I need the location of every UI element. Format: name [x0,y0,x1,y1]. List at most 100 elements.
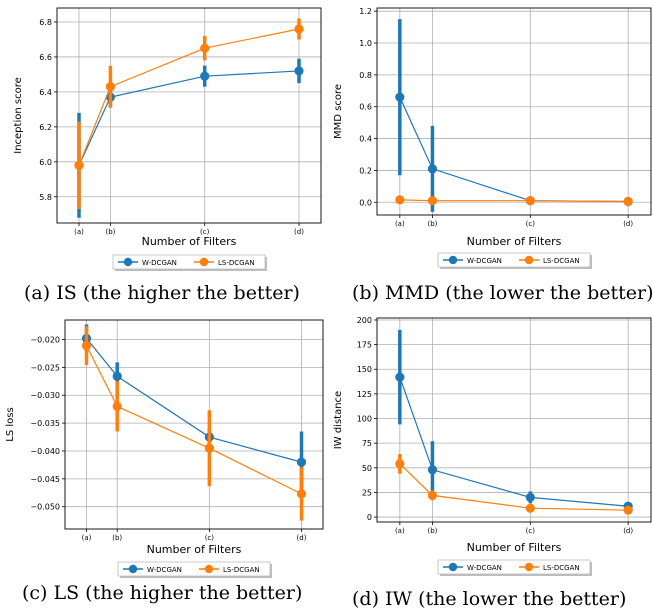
series-line [78,28,300,166]
legend-box [112,254,266,270]
y-tick-label: 0.8 [359,71,372,80]
y-tick-label: −0.050 [30,503,60,512]
data-point [395,372,405,382]
data-point [74,160,84,170]
x-tick-label: (d) [623,220,633,228]
legend-label: LS-DCGAN [223,566,260,574]
legend-marker [123,257,133,267]
legend-label: LS-DCGAN [218,259,255,267]
data-point [525,503,535,513]
x-tick-label: (a) [395,220,405,228]
legend-label: LS-DCGAN [543,564,580,572]
y-tick-label: −0.030 [30,391,60,400]
legend-label: W-DCGAN [142,259,177,267]
data-point [427,196,438,206]
chart-panel-b: 0.0 0.2 0.4 0.6 0.8 1.0 1.2 (a) (b) (c) (d) Number … [332,0,653,270]
y-tick-label: 50 [362,464,372,473]
x-tick-label: (b) [105,228,115,236]
caption-d: (d) IW (the lower the better) [352,588,627,610]
chart-mmd: 0.0 0.2 0.4 0.6 0.8 1.0 1.2 (a) (b) (c) (d) Number … [333,7,652,269]
legend-box [117,561,271,577]
data-point [525,196,535,206]
chart-ls: −0.050 −0.045 −0.040 −0.035 −0.030 −0.025 −0.0… [5,319,324,578]
data-point [427,164,438,174]
y-tick-label: 0.6 [359,103,372,112]
data-point [200,71,210,81]
x-tick-label: (b) [427,527,437,535]
legend-marker [204,564,214,574]
y-tick-label: 125 [357,390,372,399]
y-tick-label: 5.8 [39,193,52,202]
plot-frame [376,317,652,523]
y-tick-label: 0.2 [359,166,372,175]
x-tick-label: (c) [200,228,210,236]
y-tick-label: 150 [357,365,372,374]
x-tick-label: (b) [112,534,122,542]
series-line [78,70,300,166]
x-axis-label: Number of Filters [467,235,562,248]
y-tick-label: 200 [357,316,372,325]
data-point [427,490,438,500]
y-tick-label: 6.2 [39,123,52,132]
y-axis-label: MMD score [333,84,344,139]
x-tick-label: (d) [294,228,304,236]
data-point [204,443,214,453]
y-tick-label: 6.6 [39,53,52,62]
legend-label: LS-DCGAN [543,257,580,265]
data-point [296,489,307,499]
legend-marker [524,255,534,265]
y-tick-label: −0.045 [30,475,60,484]
chart-panel-a: 5.8 6.0 6.2 6.4 6.6 6.8 (a) (b) (c) (d) Number of … [0,0,330,271]
x-tick-label: (a) [74,228,84,236]
data-point [105,82,116,92]
y-tick-label: −0.025 [30,363,60,372]
data-point [525,492,535,502]
legend-marker [199,257,209,267]
chart-panel-d: 0 25 50 75 100 125 150 175 200 (a) (b) (c) (d) Number… [332,312,653,577]
x-tick-label: (a) [82,534,92,542]
data-point [294,24,304,34]
series-line [399,376,629,507]
data-point [623,505,633,515]
x-axis-label: Number of Filters [467,541,562,554]
x-tick-label: (d) [297,534,307,542]
legend-label: W-DCGAN [147,566,182,574]
y-tick-label: 0.4 [359,135,372,144]
data-point [395,195,405,205]
y-axis-label: Inception score [13,77,24,154]
data-point [112,401,122,411]
chart-panel-c: −0.050 −0.045 −0.040 −0.035 −0.030 −0.025 −0.0… [0,312,330,578]
series-line [399,463,629,511]
x-tick-label: (c) [526,220,536,228]
x-tick-label: (b) [427,220,437,228]
y-tick-label: −0.040 [30,447,60,456]
y-tick-label: 1.0 [359,39,372,48]
y-tick-label: −0.020 [30,336,60,345]
y-tick-label: 1.2 [359,7,372,16]
plot-frame [56,7,322,224]
y-tick-label: 75 [362,439,372,448]
legend-label: W-DCGAN [467,257,502,265]
y-tick-label: 175 [357,341,372,350]
y-tick-label: 6.4 [39,88,52,97]
y-tick-label: 25 [362,488,372,497]
chart-iw: 0 25 50 75 100 125 150 175 200 (a) (b) (c) (d) Number… [333,316,652,576]
caption-b: (b) MMD (the lower the better) [352,282,653,304]
y-tick-label: −0.035 [30,419,60,428]
caption-c: (c) LS (the higher the better) [22,582,303,604]
data-point [296,457,307,467]
series-line [85,345,302,495]
y-tick-label: 6.8 [39,18,52,27]
x-tick-label: (c) [205,534,215,542]
legend-box [437,252,591,268]
caption-a: (a) IS (the higher the better) [24,282,300,304]
series-line [399,199,629,203]
data-point [112,371,122,381]
data-point [200,43,210,53]
legend-marker [524,562,534,572]
y-tick-label: 6.0 [39,158,52,167]
legend-marker [448,562,458,572]
data-point [294,66,304,76]
y-tick-label: 0 [367,513,372,522]
y-axis-label: IW distance [333,391,344,449]
